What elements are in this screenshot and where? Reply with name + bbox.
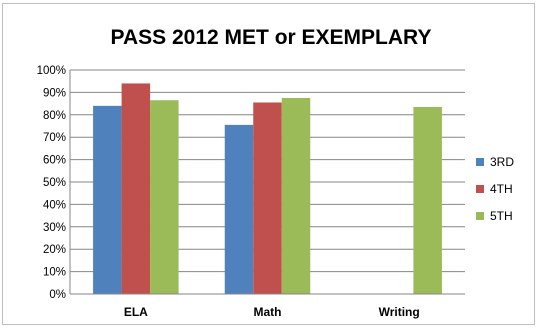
y-tick-label: 0% (49, 289, 66, 301)
legend-swatch (476, 158, 484, 166)
y-tick-label: 30% (43, 222, 66, 234)
y-tick-label: 60% (43, 155, 66, 167)
bars (93, 83, 442, 295)
chart-title: PASS 2012 MET or EXEMPLARY (111, 26, 432, 49)
y-tick-label: 90% (43, 87, 66, 99)
bar-3rd-math (224, 124, 254, 294)
bar-5th-ela (150, 100, 179, 295)
x-category-label: Writing (379, 305, 420, 319)
y-tick-label: 40% (43, 199, 66, 211)
bar-4th-ela (121, 83, 151, 294)
bar-5th-writing (413, 106, 442, 295)
x-category-label: Math (254, 305, 282, 319)
legend-label: 4TH (490, 182, 513, 196)
y-tick-label: 10% (43, 267, 66, 279)
legend-label: 5TH (490, 209, 513, 223)
legend-swatch (476, 212, 484, 220)
legend: 3RD 4TH 5TH (476, 155, 514, 223)
y-tick-label: 20% (43, 244, 66, 256)
bar-5th-math (281, 98, 311, 294)
y-tick-label: 70% (43, 132, 66, 144)
y-tick-label: 50% (43, 177, 66, 189)
y-tick-label: 100% (37, 65, 66, 77)
legend-label: 3RD (490, 155, 514, 169)
axes: 0% 10% 20% 30% 40% 50% 60% 70% 80% 90% 100% ELA Math… (37, 65, 465, 319)
bar-3rd-ela (93, 105, 122, 294)
legend-swatch (476, 185, 484, 193)
y-tick-label: 80% (43, 110, 66, 122)
x-category-label: ELA (124, 305, 148, 319)
bar-4th-math (253, 102, 282, 294)
